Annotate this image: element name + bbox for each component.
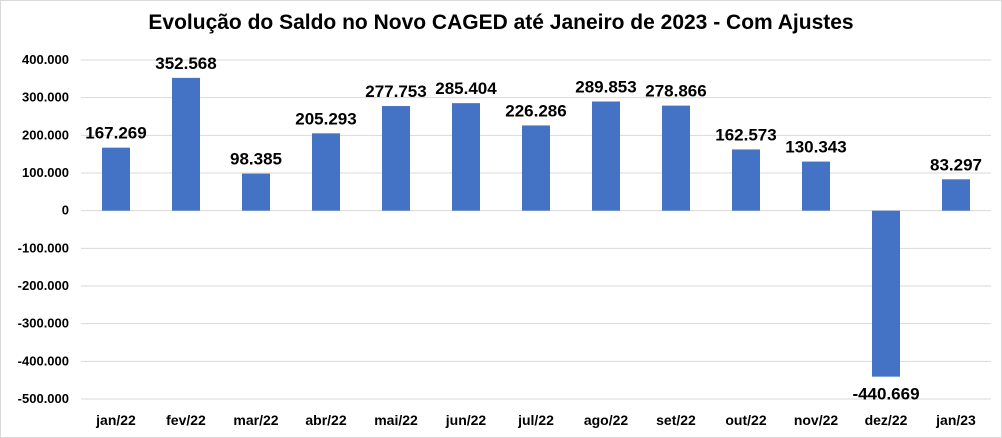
- x-tick-label: jan/22: [95, 412, 136, 428]
- bar: [802, 161, 830, 211]
- x-tick-label: abr/22: [305, 412, 346, 428]
- y-tick-label: -200.000: [18, 278, 69, 293]
- y-tick-label: -500.000: [18, 391, 69, 406]
- y-tick-label: 200.000: [22, 127, 69, 142]
- x-tick-label: fev/22: [166, 412, 206, 428]
- bar: [312, 133, 340, 211]
- y-tick-label: 100.000: [22, 165, 69, 180]
- data-label: 83.297: [930, 155, 982, 174]
- data-label: 285.404: [435, 79, 497, 98]
- data-label: 289.853: [575, 77, 636, 96]
- bar: [382, 106, 410, 211]
- x-tick-label: jan/23: [935, 412, 976, 428]
- x-tick-label: mar/22: [233, 412, 278, 428]
- x-tick-label: out/22: [725, 412, 766, 428]
- x-tick-label: jun/22: [445, 412, 487, 428]
- data-label: 278.866: [645, 82, 706, 101]
- x-tick-label: nov/22: [794, 412, 839, 428]
- data-label: 162.573: [715, 125, 776, 144]
- bar: [592, 101, 620, 211]
- data-label: 167.269: [85, 124, 146, 143]
- data-label: 205.293: [295, 109, 356, 128]
- bar: [732, 149, 760, 211]
- x-tick-label: set/22: [656, 412, 696, 428]
- data-label: 130.343: [785, 138, 846, 157]
- x-tick-label: dez/22: [865, 412, 908, 428]
- bar: [662, 105, 690, 211]
- x-tick-label: mai/22: [374, 412, 418, 428]
- y-tick-label: -300.000: [18, 316, 69, 331]
- data-label: 352.568: [155, 54, 216, 73]
- data-label: 98.385: [230, 150, 282, 169]
- bar: [172, 77, 200, 211]
- y-tick-label: -100.000: [18, 240, 69, 255]
- bar: [242, 173, 270, 211]
- y-tick-label: 300.000: [22, 90, 69, 105]
- data-label: 277.753: [365, 82, 426, 101]
- bar: [452, 103, 480, 211]
- y-tick-label: 400.000: [22, 52, 69, 67]
- x-tick-label: ago/22: [584, 412, 629, 428]
- chart-title: Evolução do Saldo no Novo CAGED até Jane…: [148, 11, 854, 34]
- bar: [522, 125, 550, 211]
- bar: [102, 147, 130, 211]
- bar: [942, 179, 970, 211]
- data-label: -440.669: [852, 385, 919, 404]
- data-label: 226.286: [505, 101, 566, 120]
- x-tick-label: jul/22: [517, 412, 554, 428]
- y-tick-label: 0: [62, 203, 69, 218]
- y-tick-label: -400.000: [18, 353, 69, 368]
- bar: [872, 210, 900, 377]
